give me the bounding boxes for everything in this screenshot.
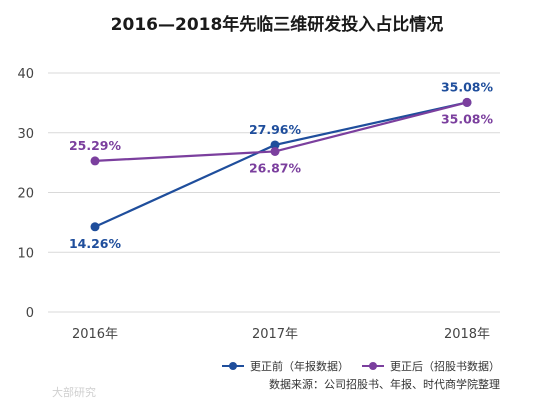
data-point	[90, 156, 100, 166]
x-axis-ticks: 2016年 2017年 2018年	[72, 327, 490, 342]
x-tick-label: 2017年	[252, 327, 298, 342]
data-point	[270, 146, 280, 156]
y-axis-ticks: 0 10 20 30 40	[17, 67, 34, 321]
data-label: 14.26%	[69, 236, 122, 251]
grid-lines	[48, 72, 500, 313]
watermark: 大部研究	[52, 385, 96, 399]
legend: 更正前（年报数据） 更正后（招股书数据）	[222, 359, 500, 373]
y-tick-label: 10	[17, 246, 34, 261]
data-label: 26.87%	[249, 160, 302, 175]
data-labels: 14.26% 27.96% 35.08% 25.29% 26.87% 35.08%	[69, 79, 494, 250]
y-tick-label: 30	[17, 127, 34, 142]
x-tick-label: 2016年	[72, 327, 118, 342]
source-note: 数据来源：公司招股书、年报、时代商学院整理	[269, 377, 500, 391]
y-tick-label: 20	[17, 187, 34, 202]
data-point	[462, 97, 472, 107]
chart-title: 2016—2018年先临三维研发投入占比情况	[111, 14, 444, 35]
legend-label: 更正前（年报数据）	[250, 359, 349, 373]
x-tick-label: 2018年	[444, 327, 490, 342]
legend-label: 更正后（招股书数据）	[390, 359, 500, 373]
data-label: 35.08%	[441, 111, 494, 126]
legend-marker	[229, 362, 237, 370]
y-tick-label: 40	[17, 67, 34, 82]
series-layer	[90, 97, 472, 232]
data-point	[90, 222, 100, 232]
data-label: 25.29%	[69, 138, 122, 153]
data-label: 27.96%	[249, 122, 302, 137]
y-tick-label: 0	[26, 306, 34, 321]
data-label: 35.08%	[441, 79, 494, 94]
legend-marker	[369, 362, 377, 370]
data-point	[270, 140, 280, 150]
